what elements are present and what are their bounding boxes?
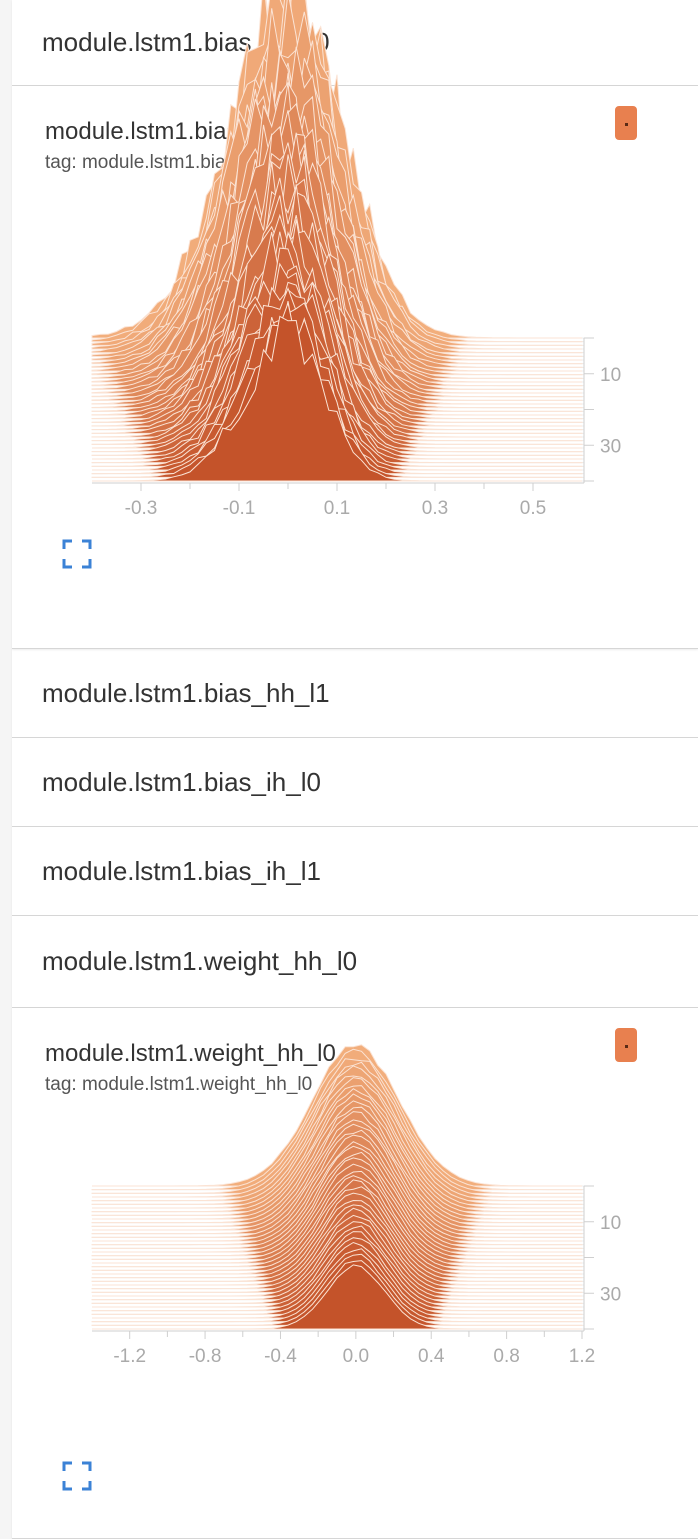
x-tick-label: -0.8 xyxy=(189,1346,222,1367)
x-tick-label: 0.5 xyxy=(520,498,546,519)
step-tick-label: 30 xyxy=(600,1284,621,1305)
x-tick-label: 0.0 xyxy=(343,1346,369,1367)
section-title: module.lstm1.bias_hh_l1 xyxy=(42,677,330,708)
step-tick-label: 30 xyxy=(600,436,621,457)
histogram-step-ridge xyxy=(92,315,582,482)
x-tick-label: 1.2 xyxy=(569,1346,595,1367)
x-tick-label: 0.8 xyxy=(493,1346,519,1367)
step-tick-label: 10 xyxy=(600,1213,621,1234)
section-header-weight-hh-l0[interactable]: module.lstm1.weight_hh_l0 xyxy=(12,916,698,1008)
section-header-bias-ih-l1[interactable]: module.lstm1.bias_ih_l1 xyxy=(12,827,698,916)
fullscreen-icon[interactable] xyxy=(62,1461,92,1491)
section-title: module.lstm1.bias_ih_l1 xyxy=(42,855,321,886)
x-tick-label: 0.1 xyxy=(324,498,350,519)
histogram-step-ridge xyxy=(91,262,583,456)
ridge-layer xyxy=(91,1044,584,1330)
card-tag: tag: module.lstm1.weight_hh_l0 xyxy=(45,1074,313,1095)
section-header-bias-hh-l1[interactable]: module.lstm1.bias_hh_l1 xyxy=(12,649,698,738)
section-title: module.lstm1.bias_ih_l0 xyxy=(42,766,321,797)
histogram-card-weight-hh-l0: module.lstm1.weight_hh_l0 tag: module.ls… xyxy=(12,1008,698,1539)
x-tick-label: -0.4 xyxy=(264,1346,297,1367)
histogram-card-bias-hh-l0: module.lstm1.bias_hh_l0 tag: module.lstm… xyxy=(12,0,698,649)
histogram-step-ridge xyxy=(92,302,582,471)
x-tick-label: -0.1 xyxy=(223,498,256,519)
run-color-badge[interactable] xyxy=(615,106,637,140)
section-header-bias-hh-l0[interactable]: module.lstm1.bias_hh_l0 xyxy=(12,0,698,86)
section-title: module.lstm1.weight_hh_l0 xyxy=(42,946,358,976)
histogram-step-ridge xyxy=(92,281,582,460)
histogram-chart: -0.3 -0.1 0.1 0.3 0.5 10 30 xyxy=(91,0,621,519)
histogram-chart: -1.2 -0.8 -0.4 0.0 0.4 0.8 1.2 10 30 xyxy=(91,1044,621,1367)
histogram-step-ridge xyxy=(92,1264,582,1330)
ridge-layer xyxy=(91,0,584,482)
card-title: module.lstm1.weight_hh_l0 xyxy=(45,1040,336,1067)
x-tick-label: -0.3 xyxy=(125,498,158,519)
step-tick-label: 10 xyxy=(600,365,621,386)
x-tick-label: -1.2 xyxy=(113,1346,146,1367)
histogram-panel: module.lstm1.bias_hh_l0 module.lstm1.bia… xyxy=(12,0,698,1539)
fullscreen-icon[interactable] xyxy=(62,539,92,569)
run-color-badge[interactable] xyxy=(615,1028,637,1062)
x-tick-label: 0.4 xyxy=(418,1346,445,1367)
section-header-bias-ih-l0[interactable]: module.lstm1.bias_ih_l0 xyxy=(12,738,698,827)
histogram-step-ridge xyxy=(91,286,583,464)
x-tick-label: 0.3 xyxy=(422,498,448,519)
